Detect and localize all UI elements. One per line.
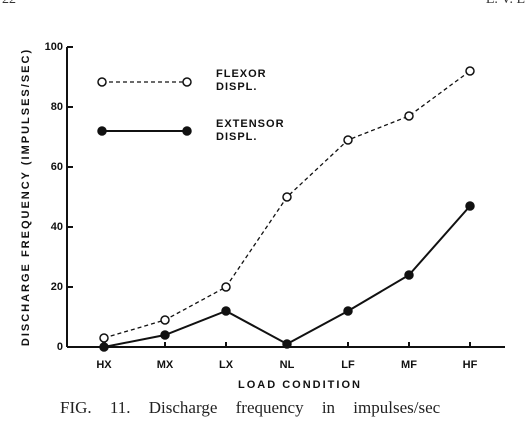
x-tick-label: MX [157, 359, 174, 371]
series-line [103, 205, 471, 348]
data-point [99, 342, 109, 352]
y-axis-title: DISCHARGE FREQUENCY (IMPULSES/SEC) [20, 48, 32, 346]
y-tick-label: 40 [51, 221, 63, 233]
caption: FIG. 11. Discharge frequency in impulses… [60, 398, 441, 417]
x-tick-label: HX [96, 359, 112, 371]
y-tick-label: 0 [57, 341, 63, 353]
x-tick-label: LX [219, 359, 234, 371]
page-number: 22 [2, 0, 16, 8]
data-point [160, 315, 170, 325]
data-point [465, 201, 475, 211]
legend-label: EXTENSOR DISPL. [216, 118, 285, 143]
data-point [160, 330, 170, 340]
x-tick-label: HF [463, 359, 478, 371]
x-axis-title: LOAD CONDITION [238, 379, 362, 391]
data-point [221, 306, 231, 316]
y-tick-label: 20 [51, 281, 63, 293]
legend-marker [97, 126, 107, 136]
y-tick-label: 80 [51, 101, 63, 113]
data-point [99, 333, 109, 343]
x-tick-label: NL [280, 359, 295, 371]
y-tick-label: 60 [51, 161, 63, 173]
data-point [282, 192, 292, 202]
data-point [343, 306, 353, 316]
series-line [103, 70, 471, 339]
data-point [282, 339, 292, 349]
legend-marker [182, 126, 192, 136]
data-point [343, 135, 353, 145]
x-tick-label: MF [401, 359, 417, 371]
legend-label: FLEXOR DISPL. [216, 68, 267, 93]
x-tick-label: LF [341, 359, 355, 371]
running-head: E. V. E [486, 0, 525, 8]
legend-marker [182, 77, 192, 87]
data-point [404, 111, 414, 121]
data-point [465, 66, 475, 76]
y-tick-label: 100 [45, 41, 63, 53]
legend-marker [97, 77, 107, 87]
data-point [221, 282, 231, 292]
data-point [404, 270, 414, 280]
